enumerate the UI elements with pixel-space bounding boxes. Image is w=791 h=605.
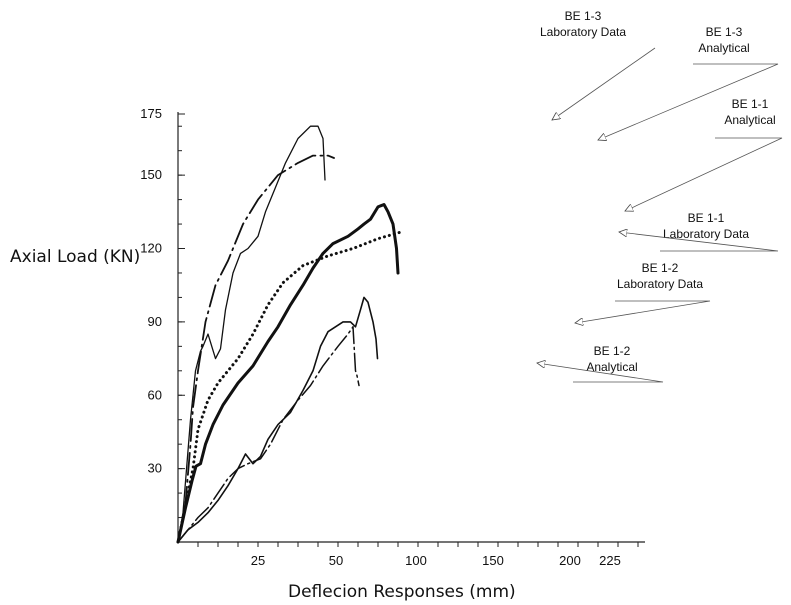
annotation-text: Analytical — [586, 360, 637, 374]
x-tick-label: 25 — [251, 553, 265, 568]
y-tick-label: 60 — [148, 387, 162, 402]
ticks: 30 60 90 120 150 175 25 50 100 150 200 225 — [140, 106, 639, 568]
annotation-text: BE 1-3 — [706, 25, 743, 39]
annotation-5: BE 1-2 Analytical — [537, 344, 664, 383]
annotation-text: Laboratory Data — [617, 277, 703, 291]
series-line-0 — [177, 125, 326, 543]
series-line-1 — [177, 154, 335, 543]
annotation-leader — [598, 63, 779, 140]
annotation-text: Laboratory Data — [540, 25, 626, 39]
y-tick-label: 120 — [140, 241, 162, 256]
y-tick-label: 175 — [140, 106, 162, 121]
x-tick-label: 225 — [599, 553, 621, 568]
annotation-text: BE 1-1 — [688, 211, 725, 225]
y-tick-label: 30 — [148, 461, 162, 476]
axes — [177, 112, 645, 543]
annotation-leader — [575, 300, 711, 323]
annotation-text: BE 1-2 — [594, 344, 631, 358]
x-axis-title: Deflecion Responses (mm) — [288, 582, 516, 602]
annotation-4: BE 1-2 Laboratory Data — [575, 261, 711, 323]
annotation-0: BE 1-3 Laboratory Data — [540, 9, 656, 120]
x-tick-label: 200 — [559, 553, 581, 568]
y-tick-label: 150 — [140, 167, 162, 182]
annotation-leader — [552, 47, 656, 120]
series-line-4 — [177, 296, 379, 543]
annotation-text: Laboratory Data — [663, 227, 749, 241]
series-line-3 — [176, 229, 405, 544]
annotation-leader — [619, 232, 779, 252]
annotation-text: Analytical — [698, 41, 749, 55]
annotation-3: BE 1-1 Laboratory Data — [619, 211, 779, 252]
annotation-text: Analytical — [724, 113, 775, 127]
annotation-text: BE 1-2 — [642, 261, 679, 275]
series-group — [176, 125, 405, 544]
y-axis-title: Axial Load (KN) — [10, 247, 140, 267]
annotation-1: BE 1-3 Analytical — [598, 25, 779, 140]
y-tick-label: 90 — [148, 314, 162, 329]
series-line-2 — [176, 203, 400, 544]
x-tick-label: 100 — [405, 553, 427, 568]
annotation-text: BE 1-3 — [565, 9, 602, 23]
annotation-2: BE 1-1 Analytical — [625, 97, 783, 211]
annotation-leader — [625, 137, 783, 211]
series-line-5 — [177, 326, 360, 543]
x-tick-label: 50 — [329, 553, 343, 568]
x-tick-label: 150 — [482, 553, 504, 568]
annotation-leader — [537, 363, 664, 383]
annotation-text: BE 1-1 — [732, 97, 769, 111]
